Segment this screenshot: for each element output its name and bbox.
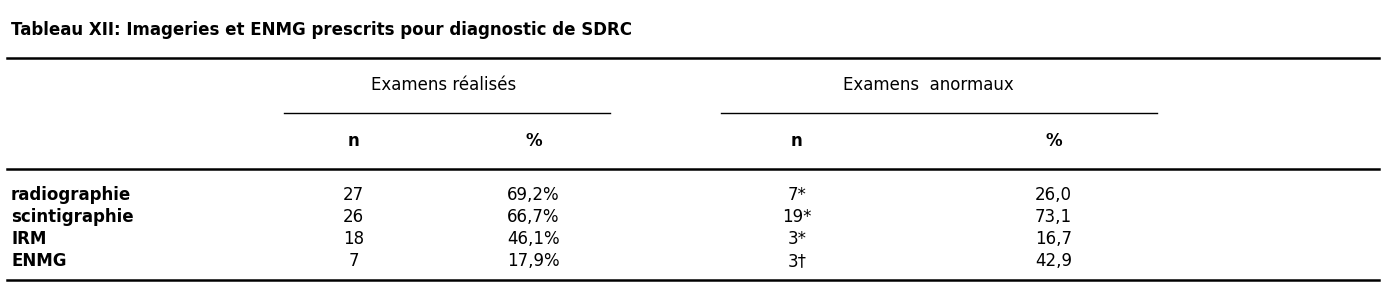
Text: 18: 18 — [342, 230, 365, 248]
Text: n: n — [791, 132, 802, 150]
Text: 66,7%: 66,7% — [507, 208, 560, 226]
Text: 26,0: 26,0 — [1035, 186, 1071, 204]
Text: IRM: IRM — [11, 230, 47, 248]
Text: 73,1: 73,1 — [1035, 208, 1071, 226]
Text: %: % — [1045, 132, 1062, 150]
Text: 3†: 3† — [787, 252, 807, 270]
Text: 42,9: 42,9 — [1035, 252, 1071, 270]
Text: 7*: 7* — [787, 186, 807, 204]
Text: scintigraphie: scintigraphie — [11, 208, 133, 226]
Text: 16,7: 16,7 — [1035, 230, 1071, 248]
Text: %: % — [525, 132, 542, 150]
Text: 17,9%: 17,9% — [507, 252, 560, 270]
Text: radiographie: radiographie — [11, 186, 132, 204]
Text: n: n — [348, 132, 359, 150]
Text: Examens  anormaux: Examens anormaux — [843, 76, 1015, 94]
Text: Tableau XII: Imageries et ENMG prescrits pour diagnostic de SDRC: Tableau XII: Imageries et ENMG prescrits… — [11, 21, 632, 39]
Text: 3*: 3* — [787, 230, 807, 248]
Text: 46,1%: 46,1% — [507, 230, 560, 248]
Text: 7: 7 — [348, 252, 359, 270]
Text: ENMG: ENMG — [11, 252, 67, 270]
Text: Examens réalisés: Examens réalisés — [371, 76, 516, 94]
Text: 27: 27 — [342, 186, 365, 204]
Text: 19*: 19* — [782, 208, 812, 226]
Text: 69,2%: 69,2% — [507, 186, 560, 204]
Text: 26: 26 — [342, 208, 365, 226]
